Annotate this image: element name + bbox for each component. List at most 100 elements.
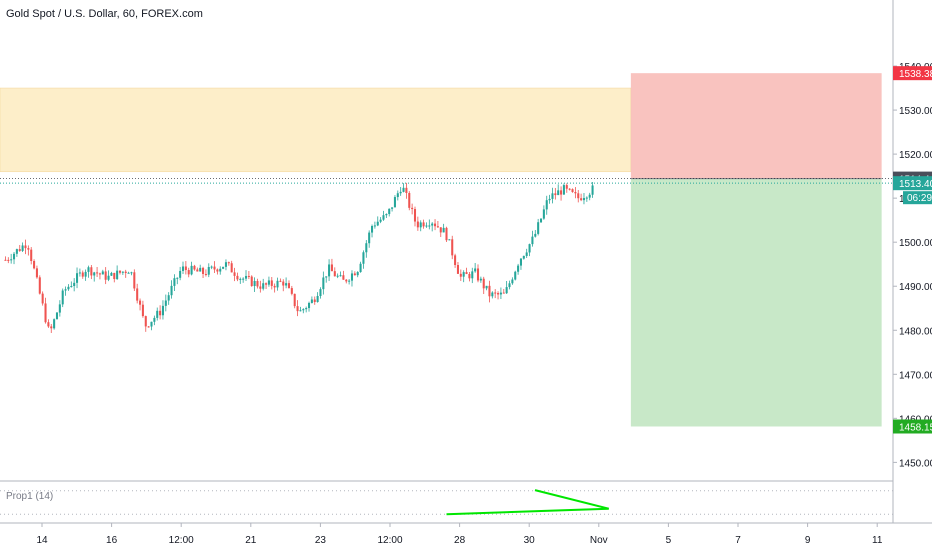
candle-body bbox=[242, 278, 245, 280]
candle-body bbox=[179, 270, 182, 278]
candle-body bbox=[336, 275, 339, 277]
candle-body bbox=[176, 277, 179, 279]
candle-body bbox=[47, 322, 50, 327]
candle-body bbox=[376, 221, 379, 226]
last-price-tag-bg bbox=[893, 176, 932, 191]
candle-body bbox=[319, 289, 322, 296]
candle-body bbox=[565, 185, 568, 189]
candle-body bbox=[279, 280, 282, 282]
candle-body bbox=[399, 191, 402, 194]
candle-body bbox=[38, 277, 41, 294]
candle-body bbox=[21, 245, 24, 251]
candle-body bbox=[262, 283, 265, 289]
candle-body bbox=[402, 187, 405, 192]
candle-body bbox=[356, 272, 359, 276]
candle-body bbox=[359, 263, 362, 273]
candle-body bbox=[256, 280, 259, 287]
candle-body bbox=[514, 271, 517, 280]
candle-body bbox=[259, 286, 262, 289]
candle-body bbox=[525, 252, 528, 256]
candle-body bbox=[333, 271, 336, 277]
candle-body bbox=[78, 272, 81, 274]
candle-body bbox=[591, 185, 594, 195]
candle-body bbox=[273, 285, 276, 288]
candle-body bbox=[244, 275, 248, 279]
candle-body bbox=[210, 266, 213, 268]
candle-body bbox=[164, 300, 167, 306]
candle-body bbox=[382, 215, 385, 220]
stop-price-tag: 1538.38 bbox=[899, 69, 932, 80]
candle-body bbox=[439, 227, 442, 233]
candle-body bbox=[505, 287, 508, 294]
candle-body bbox=[577, 193, 580, 199]
y-tick-label: 1470.00 bbox=[899, 370, 932, 381]
x-tick-label: 23 bbox=[315, 535, 327, 546]
candle-body bbox=[30, 249, 33, 261]
candle-body bbox=[428, 225, 431, 227]
candle-body bbox=[181, 266, 185, 271]
candle-body bbox=[557, 190, 560, 196]
candle-body bbox=[7, 259, 10, 261]
candle-body bbox=[213, 266, 216, 270]
candle-body bbox=[170, 285, 173, 296]
candle-body bbox=[107, 275, 110, 280]
x-tick-label: 12:00 bbox=[169, 535, 194, 546]
candle-body bbox=[468, 273, 471, 279]
candle-body bbox=[497, 293, 500, 295]
candle-body bbox=[41, 293, 44, 304]
candle-body bbox=[35, 268, 38, 278]
candle-body bbox=[542, 209, 545, 219]
candle-body bbox=[325, 276, 328, 278]
candle-body bbox=[539, 218, 543, 223]
candle-body bbox=[12, 253, 16, 260]
candle-body bbox=[222, 266, 225, 269]
candle-body bbox=[451, 239, 454, 256]
candle-body bbox=[313, 299, 316, 303]
candle-body bbox=[322, 277, 325, 290]
candle-body bbox=[499, 292, 502, 295]
candle-body bbox=[121, 271, 124, 273]
candle-body bbox=[282, 281, 285, 286]
candle-body bbox=[150, 321, 153, 327]
candle-body bbox=[519, 258, 522, 266]
candle-body bbox=[276, 280, 279, 288]
candle-body bbox=[219, 268, 222, 272]
indicator-trendline-lower bbox=[446, 507, 609, 516]
candle-body bbox=[64, 289, 67, 291]
candle-body bbox=[130, 272, 133, 274]
candle-body bbox=[491, 292, 494, 297]
candle-body bbox=[574, 192, 577, 194]
candle-body bbox=[560, 190, 563, 195]
candle-body bbox=[342, 275, 345, 280]
candle-body bbox=[70, 286, 73, 288]
x-tick-label: 16 bbox=[106, 535, 118, 546]
candle-body bbox=[236, 275, 239, 280]
candle-body bbox=[408, 192, 411, 208]
candle-body bbox=[44, 303, 47, 323]
candle-body bbox=[24, 245, 27, 249]
candle-body bbox=[442, 227, 445, 233]
candle-body bbox=[156, 310, 159, 318]
candle-body bbox=[110, 272, 113, 276]
candle-body bbox=[391, 207, 394, 209]
candle-body bbox=[350, 273, 354, 281]
x-tick-label: 11 bbox=[872, 535, 883, 546]
candle-body bbox=[285, 283, 288, 286]
x-tick-label: 9 bbox=[805, 535, 811, 546]
candle-body bbox=[448, 239, 451, 241]
candle-body bbox=[101, 271, 104, 275]
candle-body bbox=[4, 259, 7, 261]
candle-body bbox=[15, 249, 18, 254]
candle-body bbox=[139, 300, 142, 305]
candle-body bbox=[247, 275, 250, 277]
candle-body bbox=[67, 286, 70, 290]
candle-body bbox=[368, 232, 371, 244]
candle-body bbox=[485, 285, 488, 289]
candle-body bbox=[436, 226, 439, 228]
candle-body bbox=[187, 270, 190, 275]
y-tick-label: 1450.00 bbox=[899, 458, 932, 469]
candle-body bbox=[265, 283, 268, 285]
candle-body bbox=[144, 316, 147, 327]
candle-body bbox=[422, 222, 425, 227]
